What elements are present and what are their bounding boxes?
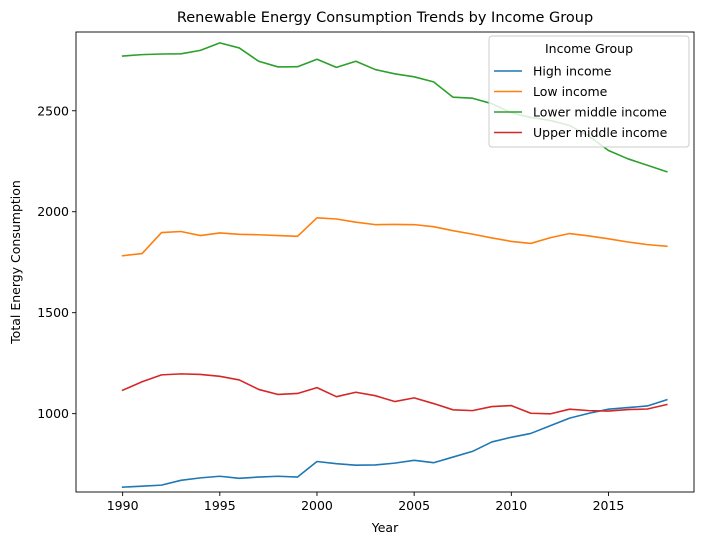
x-tick-label: 1990 — [107, 498, 139, 513]
x-axis-label: Year — [371, 520, 399, 535]
x-tick-label: 2000 — [301, 498, 333, 513]
legend: Income Group High income Low income Lower m… — [488, 35, 690, 148]
series-line-low-income — [121, 216, 668, 257]
y-tick-label: 1500 — [37, 305, 69, 320]
axes-layer: 1990 1995 2000 2005 2010 2015 1000 1500 2000 2500 — [37, 31, 695, 513]
x-tick-label: 2005 — [398, 498, 430, 513]
y-tick-label: 2000 — [37, 204, 69, 219]
legend-label-lower-middle-income: Lower middle income — [533, 105, 667, 120]
x-tick-label: 2010 — [495, 498, 527, 513]
chart-title: Renewable Energy Consumption Trends by I… — [177, 10, 593, 26]
legend-box — [488, 35, 690, 148]
legend-title: Income Group — [545, 41, 633, 56]
legend-label-high-income: High income — [533, 64, 612, 79]
legend-label-low-income: Low income — [533, 84, 608, 99]
series-line-high-income — [121, 398, 668, 488]
series-line-upper-middle-income — [121, 373, 668, 415]
axes-frame — [75, 31, 695, 493]
y-axis-label: Total Energy Consumption — [8, 180, 23, 345]
x-tick-label: 2015 — [593, 498, 625, 513]
y-tick-label: 1000 — [37, 406, 69, 421]
legend-label-upper-middle-income: Upper middle income — [533, 125, 668, 140]
x-tick-label: 1995 — [204, 498, 236, 513]
y-tick-label: 2500 — [37, 103, 69, 118]
